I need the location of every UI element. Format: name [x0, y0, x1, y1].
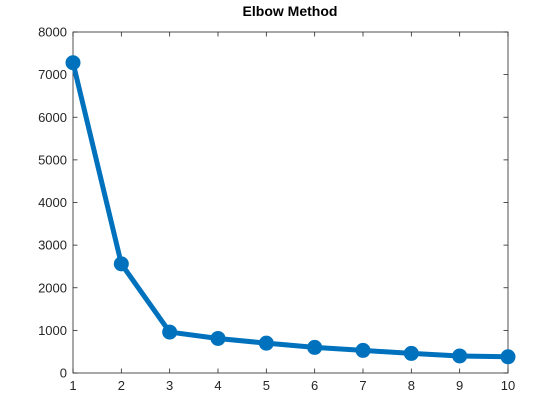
y-tick-label: 3000	[38, 238, 67, 253]
data-point	[307, 339, 323, 355]
series-layer	[65, 55, 516, 365]
data-point	[403, 345, 419, 361]
y-tick-label: 7000	[38, 67, 67, 82]
x-tick-label: 1	[69, 378, 76, 393]
y-tick-label: 1000	[38, 323, 67, 338]
x-tick-label: 6	[311, 378, 318, 393]
chart-title: Elbow Method	[243, 3, 338, 19]
x-tick-label: 9	[456, 378, 463, 393]
data-point	[500, 349, 516, 365]
data-point	[355, 342, 371, 358]
data-point	[452, 348, 468, 364]
data-point	[258, 335, 274, 351]
y-tick-label: 6000	[38, 110, 67, 125]
data-point	[162, 324, 178, 340]
series-line	[70, 60, 511, 360]
y-tick-label: 8000	[38, 25, 67, 40]
axes	[72, 31, 509, 374]
plot-frame	[72, 31, 509, 374]
x-tick-label: 10	[501, 378, 515, 393]
x-tick-label: 3	[166, 378, 173, 393]
y-tick-label: 2000	[38, 280, 67, 295]
x-tick-label: 7	[359, 378, 366, 393]
x-tick-label: 5	[263, 378, 270, 393]
x-tick-label: 4	[214, 378, 221, 393]
tick-labels: 1 2 3 4 5 6 7 8 9 10 0 1000 2000 3000 4000 5000 6000 7000…	[38, 25, 515, 394]
data-point	[113, 256, 129, 272]
data-point	[210, 330, 226, 346]
y-tick-label: 5000	[38, 152, 67, 167]
y-tick-label: 0	[60, 366, 67, 381]
data-point	[65, 55, 81, 71]
tick-marks	[72, 31, 509, 374]
x-tick-label: 8	[408, 378, 415, 393]
x-tick-label: 2	[118, 378, 125, 393]
y-tick-label: 4000	[38, 195, 67, 210]
